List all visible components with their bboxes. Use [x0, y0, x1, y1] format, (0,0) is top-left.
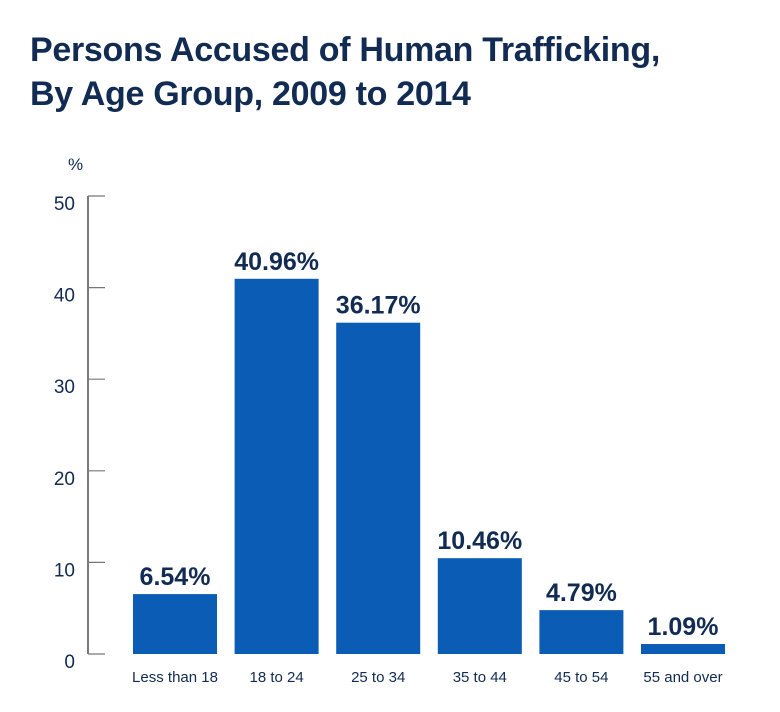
y-tick-label: 30 [54, 377, 75, 398]
y-tick-label: 0 [64, 652, 75, 673]
data-label: 10.46% [437, 527, 522, 555]
data-label: 4.79% [546, 579, 617, 607]
y-tick-label: 40 [54, 286, 75, 307]
data-label: 40.96% [234, 248, 319, 276]
title-text: Persons Accused of Human Trafficking, By … [30, 31, 661, 113]
bar [336, 322, 421, 654]
data-label: 1.09% [648, 613, 719, 641]
x-tick-label: 55 and over [643, 669, 722, 686]
bar [133, 594, 217, 654]
bar [641, 644, 725, 654]
y-tick-label: 20 [54, 469, 75, 490]
bar [539, 610, 624, 654]
y-axis-label: % [68, 155, 83, 174]
x-tick-label: 25 to 34 [351, 669, 405, 686]
data-label: 6.54% [140, 563, 211, 591]
y-tick-label: 10 [54, 560, 75, 581]
bar [437, 558, 522, 654]
x-tick-label: 18 to 24 [249, 669, 303, 686]
chart-title: Persons Accused of Human Trafficking, By … [30, 28, 660, 116]
x-tick-label: 35 to 44 [453, 669, 507, 686]
data-label: 36.17% [336, 292, 421, 320]
x-tick-label: Less than 18 [132, 669, 218, 686]
y-tick-label: 50 [54, 194, 75, 215]
bar [234, 278, 319, 654]
x-tick-label: 45 to 54 [554, 669, 608, 686]
